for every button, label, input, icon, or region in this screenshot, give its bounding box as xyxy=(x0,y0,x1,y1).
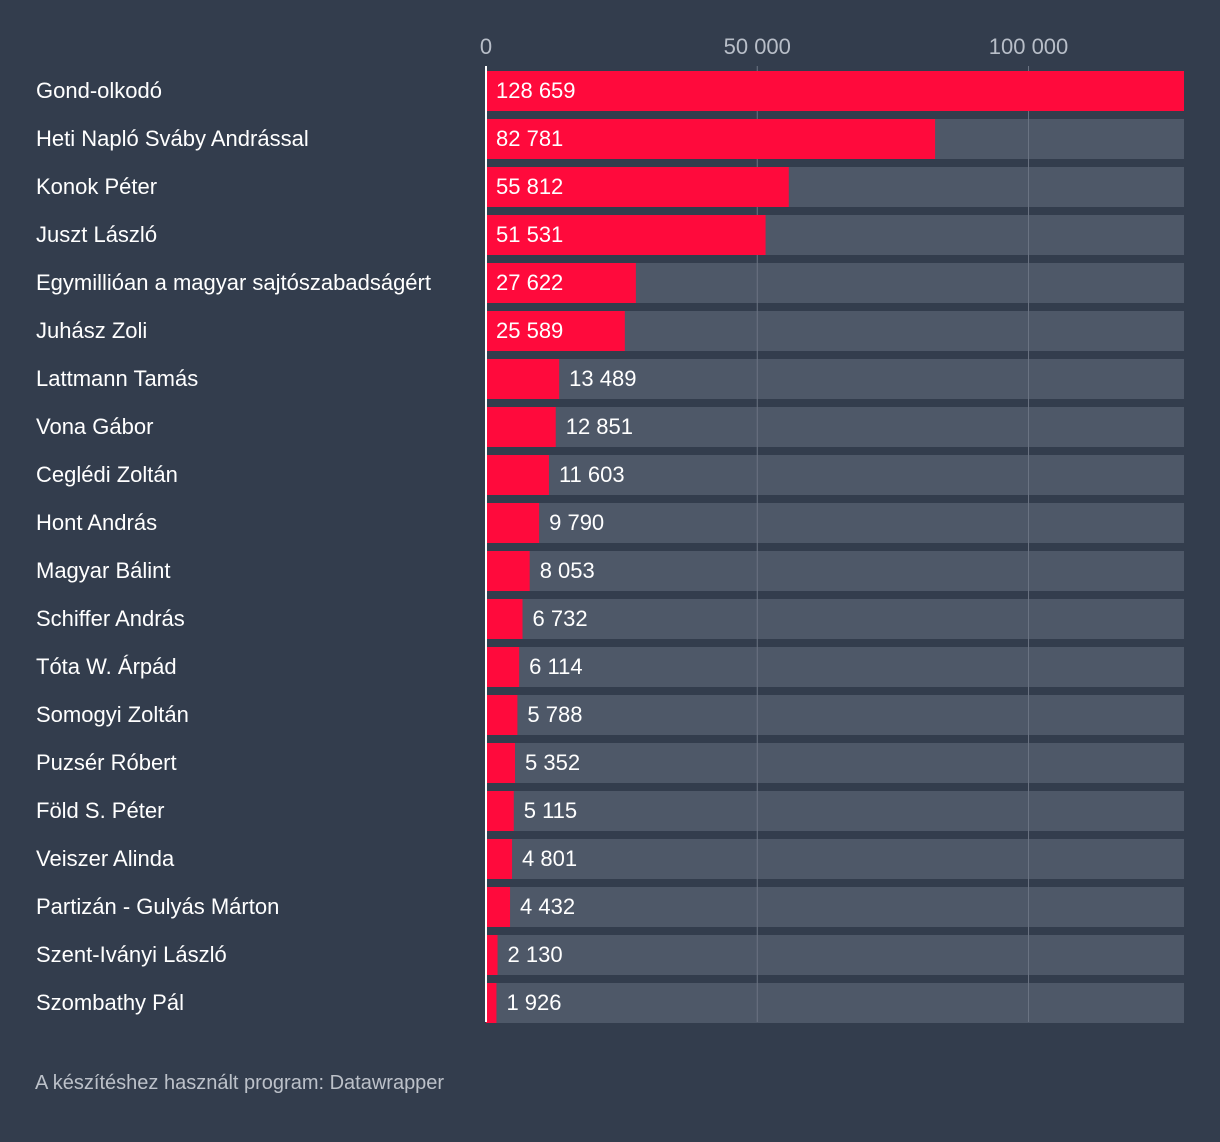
category-label: Szent-Iványi László xyxy=(36,942,227,967)
category-label: Somogyi Zoltán xyxy=(36,702,189,727)
bar-track xyxy=(486,743,1184,783)
bar-track xyxy=(486,983,1184,1023)
bar-track xyxy=(486,935,1184,975)
category-label: Schiffer András xyxy=(36,606,185,631)
bar xyxy=(486,599,523,639)
value-label: 5 352 xyxy=(525,750,580,775)
bar xyxy=(486,935,498,975)
value-label: 5 115 xyxy=(524,798,577,823)
category-label: Föld S. Péter xyxy=(36,798,164,823)
category-label: Tóta W. Árpád xyxy=(36,654,177,679)
bar-track xyxy=(486,791,1184,831)
value-label: 55 812 xyxy=(496,174,563,199)
bar-track xyxy=(486,359,1184,399)
bar xyxy=(486,167,789,207)
bar xyxy=(486,71,1184,111)
value-label: 12 851 xyxy=(566,414,633,439)
bar xyxy=(486,839,513,879)
category-label: Partizán - Gulyás Márton xyxy=(36,894,279,919)
bar-track xyxy=(486,695,1184,735)
category-label: Veiszer Alinda xyxy=(36,846,175,871)
bar-track xyxy=(486,455,1184,495)
category-label: Gond-olkodó xyxy=(36,78,162,103)
value-label: 13 489 xyxy=(569,366,636,391)
bar xyxy=(486,743,516,783)
value-label: 2 130 xyxy=(508,942,563,967)
bar-track xyxy=(486,887,1184,927)
category-label: Ceglédi Zoltán xyxy=(36,462,178,487)
bar xyxy=(486,359,560,399)
bar-track xyxy=(486,599,1184,639)
category-label: Szombathy Pál xyxy=(36,990,184,1015)
bar xyxy=(486,455,549,495)
bar xyxy=(486,215,766,255)
bar xyxy=(486,551,530,591)
value-label: 82 781 xyxy=(496,126,563,151)
value-label: 6 114 xyxy=(529,654,582,679)
category-label: Heti Napló Sváby Andrással xyxy=(36,126,309,151)
value-label: 128 659 xyxy=(496,78,576,103)
category-label: Puzsér Róbert xyxy=(36,750,177,775)
bar-track xyxy=(486,839,1184,879)
category-label: Juhász Zoli xyxy=(36,318,147,343)
value-label: 1 926 xyxy=(506,990,561,1015)
category-label: Hont András xyxy=(36,510,157,535)
value-label: 11 603 xyxy=(559,462,625,487)
value-label: 4 801 xyxy=(522,846,577,871)
category-label: Magyar Bálint xyxy=(36,558,171,583)
bar xyxy=(486,263,636,303)
bar xyxy=(486,887,511,927)
bar xyxy=(486,311,625,351)
value-label: 4 432 xyxy=(520,894,575,919)
x-tick-label: 100 000 xyxy=(989,34,1069,59)
bar xyxy=(486,119,936,159)
category-label: Konok Péter xyxy=(36,174,157,199)
value-label: 25 589 xyxy=(496,318,563,343)
x-tick-label: 50 000 xyxy=(724,34,791,59)
bar-track xyxy=(486,551,1184,591)
bar xyxy=(486,407,556,447)
value-label: 9 790 xyxy=(549,510,604,535)
value-label: 5 788 xyxy=(527,702,582,727)
category-label: Vona Gábor xyxy=(36,414,153,439)
category-label: Lattmann Tamás xyxy=(36,366,198,391)
value-label: 8 053 xyxy=(540,558,595,583)
bar-track xyxy=(486,503,1184,543)
value-label: 27 622 xyxy=(496,270,563,295)
bar xyxy=(486,503,540,543)
bar xyxy=(486,791,514,831)
value-label: 51 531 xyxy=(496,222,563,247)
bar-track xyxy=(486,407,1184,447)
bar xyxy=(486,983,497,1023)
category-label: Juszt László xyxy=(36,222,157,247)
category-label: Egymillióan a magyar sajtószabadságért xyxy=(36,270,431,295)
bar xyxy=(486,647,520,687)
x-tick-label: 0 xyxy=(480,34,492,59)
bar xyxy=(486,695,518,735)
value-label: 6 732 xyxy=(533,606,588,631)
bar-track xyxy=(486,647,1184,687)
credit-footer: A készítéshez használt program: Datawrap… xyxy=(35,1072,445,1094)
